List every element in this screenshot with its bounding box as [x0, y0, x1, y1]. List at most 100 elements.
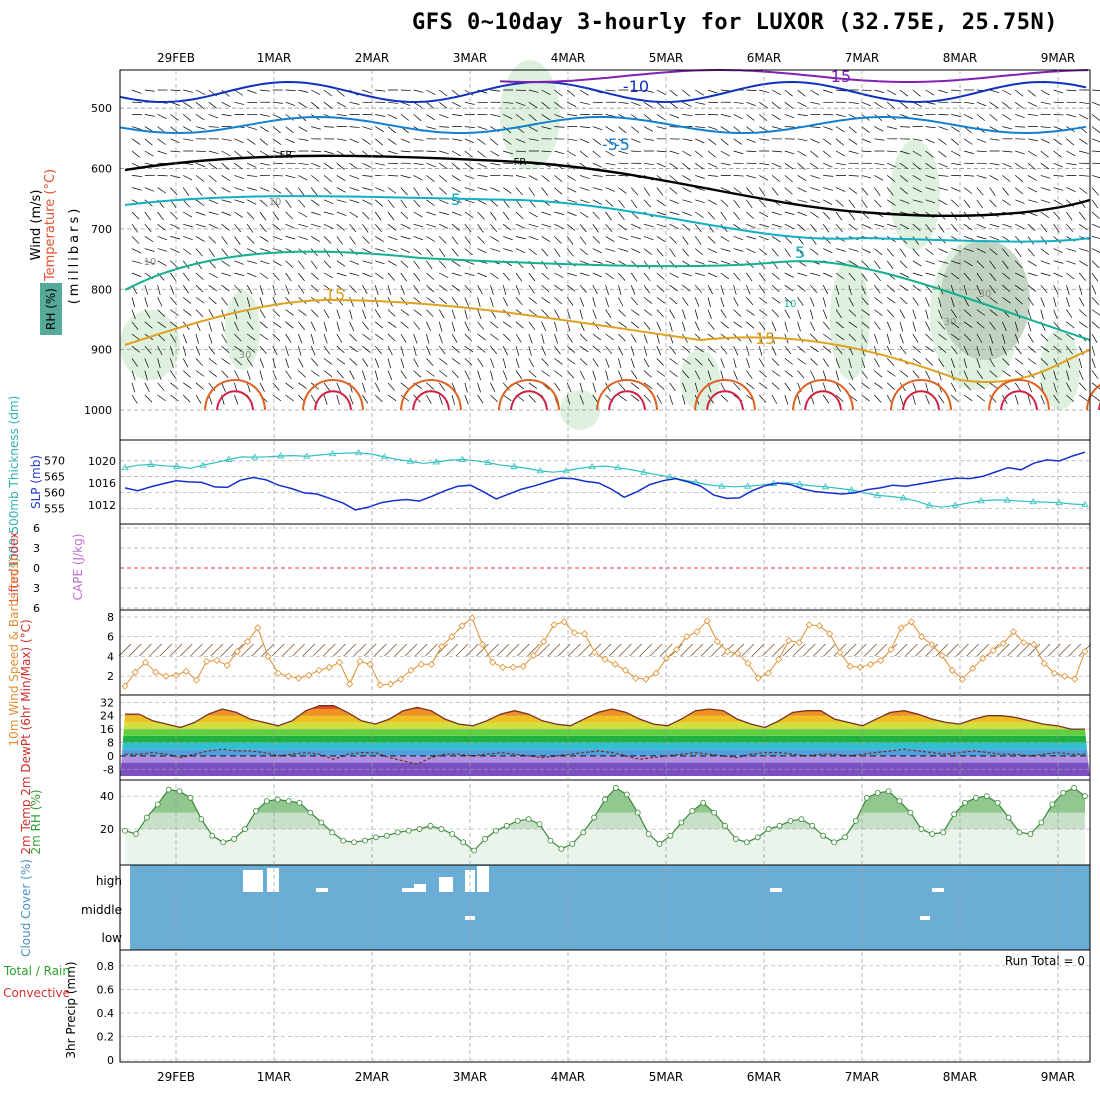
thickness-point: [432, 458, 441, 465]
wind-barb: [1040, 309, 1044, 320]
wind-barb: [976, 285, 982, 295]
wind-barb: [438, 382, 446, 392]
wind-barb: [643, 236, 654, 241]
wind-barb: [848, 297, 854, 307]
wind-barb: [925, 370, 931, 380]
surface-wind-barb: [282, 643, 295, 657]
wind-barb: [1078, 309, 1087, 317]
wind-barb: [733, 248, 744, 252]
wind-barb: [247, 260, 257, 264]
surface-wind-barb: [1068, 643, 1082, 657]
wind-barb: [950, 358, 955, 368]
wind-barb: [733, 101, 744, 104]
wind-barb: [835, 309, 842, 319]
wind-barb: [259, 199, 268, 207]
wind-barb: [464, 260, 475, 265]
wind-barb: [618, 370, 623, 380]
wind-barb: [464, 248, 473, 256]
cloud-level-label: high: [96, 874, 122, 888]
wind-barb: [515, 297, 523, 306]
wind-barb: [758, 114, 768, 122]
wind-barb: [182, 333, 188, 344]
wind-barb: [490, 394, 498, 403]
wind-barb: [323, 272, 334, 278]
surface-wind-barb: [751, 643, 765, 657]
wind-barb: [246, 223, 254, 233]
wind-barb: [208, 126, 219, 128]
wind-speed-point: [152, 668, 160, 676]
wind-barb: [886, 187, 894, 196]
wind-barb: [912, 187, 922, 193]
wind-speed-point: [795, 639, 803, 647]
wind-barb: [643, 394, 652, 403]
wind-barb: [746, 285, 751, 295]
wind-barb: [208, 175, 217, 183]
dewpoint-line: [125, 748, 1085, 765]
wind-barb: [464, 101, 475, 105]
wind-barb: [515, 236, 526, 240]
wind-barb: [733, 138, 743, 145]
wind-barb: [400, 248, 411, 254]
wind-barb: [477, 297, 481, 308]
wind-barb: [208, 321, 212, 332]
temp-tick: 32: [100, 696, 114, 709]
wind-barb: [861, 272, 868, 282]
wind-barb: [1066, 138, 1075, 146]
y-tick-label: 700: [91, 223, 112, 236]
wind-barb: [861, 309, 870, 316]
wind-barb: [208, 114, 219, 119]
contour-label: 15: [325, 285, 345, 304]
wind-barb: [502, 394, 512, 402]
wind-barb: [925, 358, 934, 366]
wind-barb: [528, 101, 538, 108]
wind-speed-point: [182, 667, 190, 675]
wind-barb: [195, 114, 205, 121]
wind-barb: [1014, 370, 1024, 378]
wind-barb: [733, 285, 737, 295]
wind-barb: [221, 321, 225, 332]
wind-barb: [682, 236, 689, 245]
wind-barb: [362, 260, 373, 264]
wind-barb: [1091, 199, 1099, 209]
wind-barb: [784, 175, 793, 182]
wind-barb: [503, 101, 514, 104]
wind-barb: [426, 89, 436, 95]
wind-barb: [490, 89, 501, 92]
wind-barb: [912, 114, 923, 116]
wind-barb: [950, 138, 960, 146]
wind-barb: [797, 223, 806, 231]
wind-barb: [733, 187, 742, 194]
wind-barb: [310, 199, 320, 206]
wind-barb: [451, 187, 462, 193]
wind-barb: [822, 321, 830, 330]
wind-barb: [246, 370, 251, 381]
wind-barb: [963, 101, 974, 104]
contour-warm: [596, 379, 658, 411]
rh-point: [929, 831, 936, 837]
wind-barb: [861, 285, 866, 295]
wind-barb: [375, 187, 385, 192]
wind-barb: [1078, 321, 1088, 328]
wind-barb: [682, 321, 686, 332]
wind-barb: [439, 162, 448, 170]
wind-barb: [490, 297, 494, 308]
wind-barb: [554, 321, 558, 332]
wind-barb: [758, 394, 767, 403]
wind-barb: [886, 309, 895, 318]
rh-point: [689, 808, 696, 814]
rh-point: [1060, 789, 1067, 796]
rh2m-label: 2m RH (%): [29, 789, 43, 854]
wind-barb: [605, 126, 615, 133]
wind-barb: [567, 272, 577, 277]
wind-barb: [746, 309, 755, 316]
wind-barb: [912, 345, 921, 353]
wind-barb: [387, 223, 397, 231]
clear-gap: [243, 870, 263, 892]
wind-barb: [797, 150, 807, 157]
contour-warm: [1086, 384, 1100, 411]
thickness-point: [1081, 500, 1089, 508]
wind-barb: [874, 394, 882, 403]
rh-point: [776, 822, 783, 829]
wind-barb: [336, 162, 345, 170]
